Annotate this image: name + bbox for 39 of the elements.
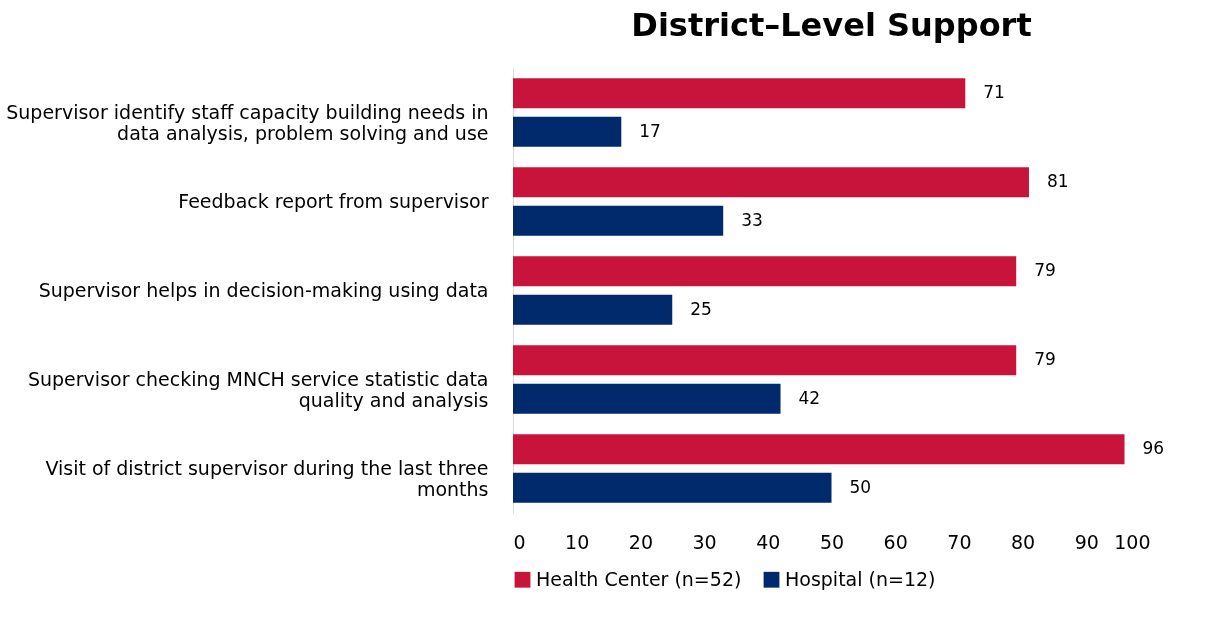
x-tick-label: 90 xyxy=(1074,530,1099,553)
bar xyxy=(513,434,1125,465)
x-tick-label: 60 xyxy=(883,530,908,553)
y-tick-label: Supervisor identify staff capacity building needs in data analysis, problem solving and use xyxy=(6,100,489,144)
bar xyxy=(513,116,622,147)
x-tick-label: 80 xyxy=(1011,530,1036,553)
data-label: 79 xyxy=(1034,260,1056,281)
data-label: 81 xyxy=(1046,171,1069,192)
x-tick-label: 100 xyxy=(1114,530,1151,553)
x-tick-label: 10 xyxy=(565,530,590,553)
data-label: 71 xyxy=(983,82,1005,103)
x-tick-label: 50 xyxy=(819,530,845,553)
bar xyxy=(513,78,966,109)
data-label: 33 xyxy=(741,209,763,230)
bar xyxy=(513,167,1029,198)
x-tick-label: 0 xyxy=(513,530,526,553)
legend-label: Hospital (n=12) xyxy=(785,567,936,590)
data-label: 96 xyxy=(1142,438,1165,459)
bar xyxy=(513,205,724,236)
x-tick-label: 20 xyxy=(628,530,653,553)
legend-label: Health Center (n=52) xyxy=(536,567,742,590)
bar xyxy=(513,256,1017,287)
x-tick-label: 40 xyxy=(756,530,781,553)
data-label: 79 xyxy=(1034,349,1056,370)
x-tick-label: 70 xyxy=(947,530,972,553)
x-tick-label: 30 xyxy=(692,530,717,553)
bar xyxy=(513,294,673,325)
data-label: 25 xyxy=(690,298,712,319)
y-tick-label: Supervisor helps in decision-making using data xyxy=(38,278,489,301)
y-tick-label: Visit of district supervisor during the last three months xyxy=(45,456,489,500)
bar xyxy=(513,383,781,414)
bar xyxy=(513,472,832,503)
y-tick-label: Supervisor checking MNCH service statistic data quality and analysis xyxy=(27,367,489,411)
data-label: 50 xyxy=(849,476,872,497)
y-tick-label: Feedback report from supervisor xyxy=(178,189,489,212)
data-label: 17 xyxy=(639,120,661,141)
bar xyxy=(513,345,1017,376)
chart-title: District–Level Support xyxy=(631,6,1032,44)
data-label: 42 xyxy=(798,387,821,408)
